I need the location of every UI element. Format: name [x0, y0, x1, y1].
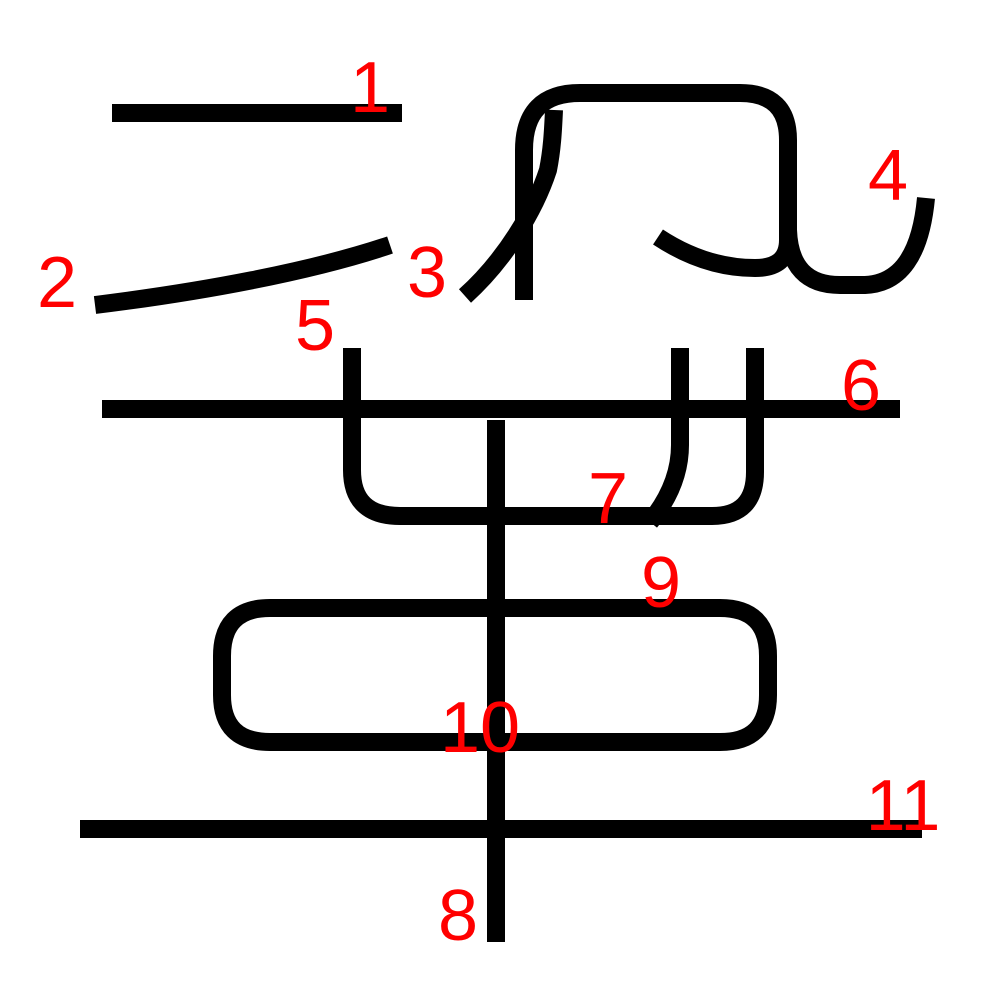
stroke-number-3: 3 — [407, 233, 447, 313]
stroke-number-11: 11 — [866, 766, 941, 846]
stroke-number-2: 2 — [37, 243, 77, 323]
stroke-number-1: 1 — [350, 48, 390, 128]
stroke-5 — [343, 348, 764, 525]
character-strokes — [80, 84, 935, 942]
stroke-number-5: 5 — [295, 286, 335, 366]
stroke-4 — [779, 197, 935, 294]
stroke-number-7: 7 — [588, 459, 628, 539]
stroke-7 — [642, 348, 689, 528]
stroke-number-4: 4 — [868, 136, 908, 216]
stroke-9 — [213, 599, 777, 751]
stroke-number-9: 9 — [641, 543, 681, 623]
stroke-3b — [515, 84, 797, 300]
stroke-2 — [93, 236, 393, 314]
stroke-number-6: 6 — [841, 346, 881, 426]
stroke-number-10: 10 — [440, 688, 520, 768]
stroke-number-8: 8 — [438, 876, 478, 956]
stroke-3 — [458, 109, 563, 303]
stroke-number-labels: 1 2 3 4 5 6 7 8 9 10 11 — [37, 48, 940, 956]
